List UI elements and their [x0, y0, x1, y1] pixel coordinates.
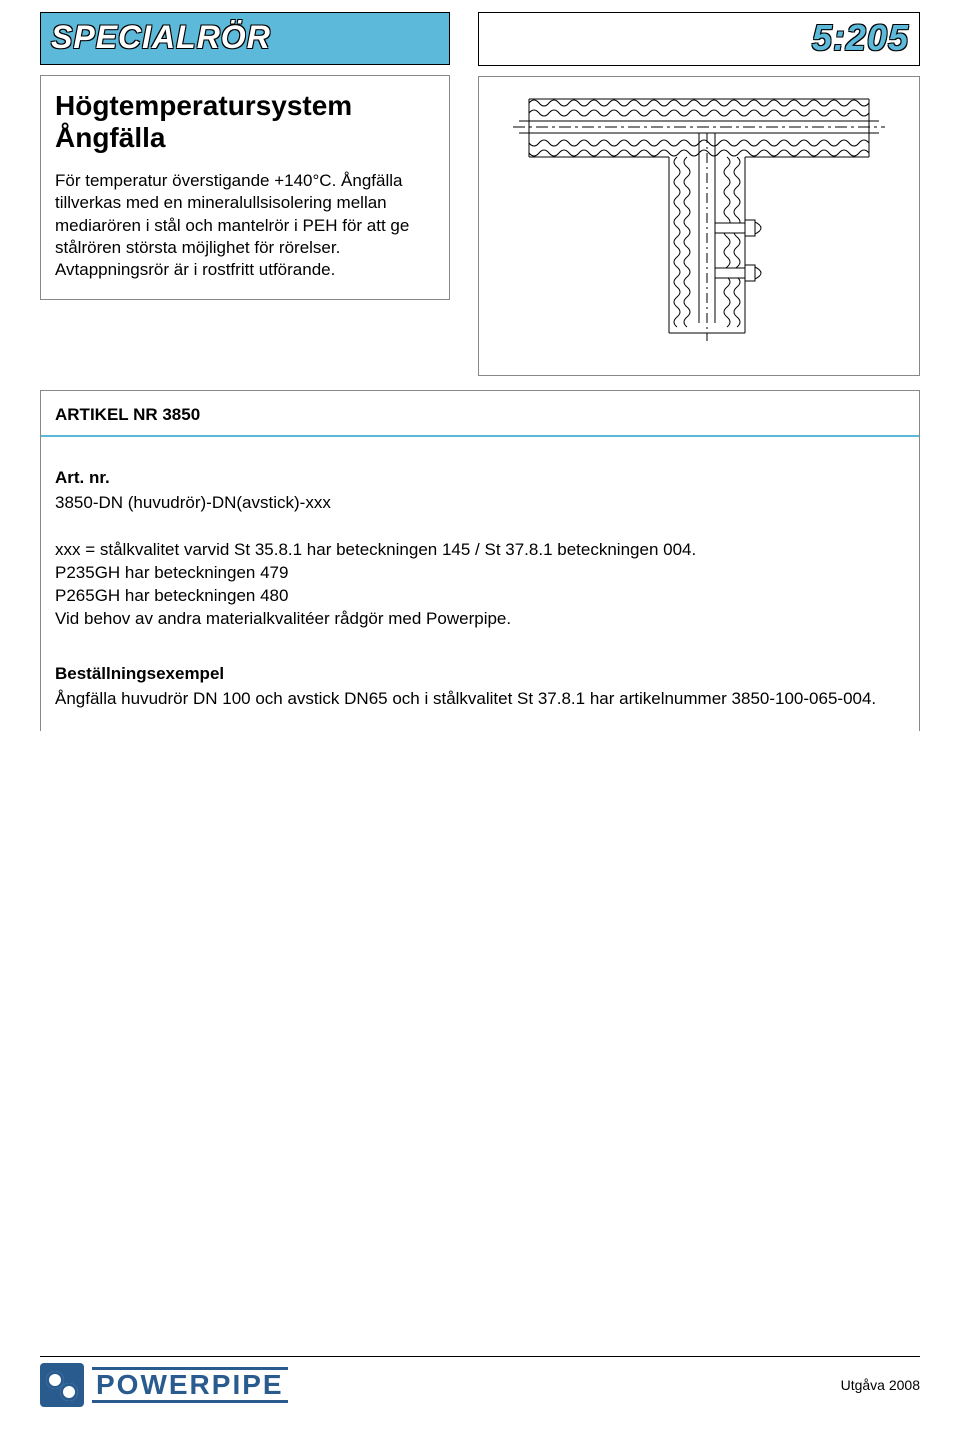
description-box: Högtemperatursystem Ångfälla För tempera… — [40, 75, 450, 300]
order-example-text: Ångfälla huvudrör DN 100 och avstick DN6… — [55, 688, 905, 711]
description-title: Högtemperatursystem Ångfälla — [55, 90, 435, 154]
steel-quality-block: xxx = stålkvalitet varvid St 35.8.1 har … — [55, 539, 905, 631]
steel-line-1: xxx = stålkvalitet varvid St 35.8.1 har … — [55, 539, 905, 562]
article-section: ARTIKEL NR 3850 Art. nr. 3850-DN (huvudr… — [40, 390, 920, 731]
order-example-label: Beställningsexempel — [55, 663, 905, 686]
steel-line-2: P235GH har beteckningen 479 — [55, 562, 905, 585]
category-banner: SPECIALRÖR — [40, 12, 450, 65]
article-body: Art. nr. 3850-DN (huvudrör)-DN(avstick)-… — [41, 437, 919, 731]
artnr-format: 3850-DN (huvudrör)-DN(avstick)-xxx — [55, 492, 905, 515]
diagram-container — [478, 76, 920, 376]
description-body: För temperatur överstigande +140°C. Ångf… — [55, 170, 435, 280]
code-banner: 5:205 — [478, 12, 920, 66]
article-header: ARTIKEL NR 3850 — [41, 391, 919, 437]
article-number-label: ARTIKEL NR 3850 — [55, 405, 905, 425]
code-text: 5:205 — [812, 17, 909, 59]
pipe-icon — [40, 1363, 84, 1407]
steel-line-4: Vid behov av andra materialkvalitéer råd… — [55, 608, 905, 631]
brand-name: POWERPIPE — [92, 1367, 288, 1404]
category-text: SPECIALRÖR — [51, 19, 439, 56]
steel-line-3: P265GH har beteckningen 480 — [55, 585, 905, 608]
page-footer: POWERPIPE Utgåva 2008 — [40, 1356, 920, 1407]
brand-logo: POWERPIPE — [40, 1363, 288, 1407]
artnr-label: Art. nr. — [55, 467, 905, 490]
pipe-diagram — [509, 93, 889, 353]
edition-text: Utgåva 2008 — [841, 1377, 920, 1393]
